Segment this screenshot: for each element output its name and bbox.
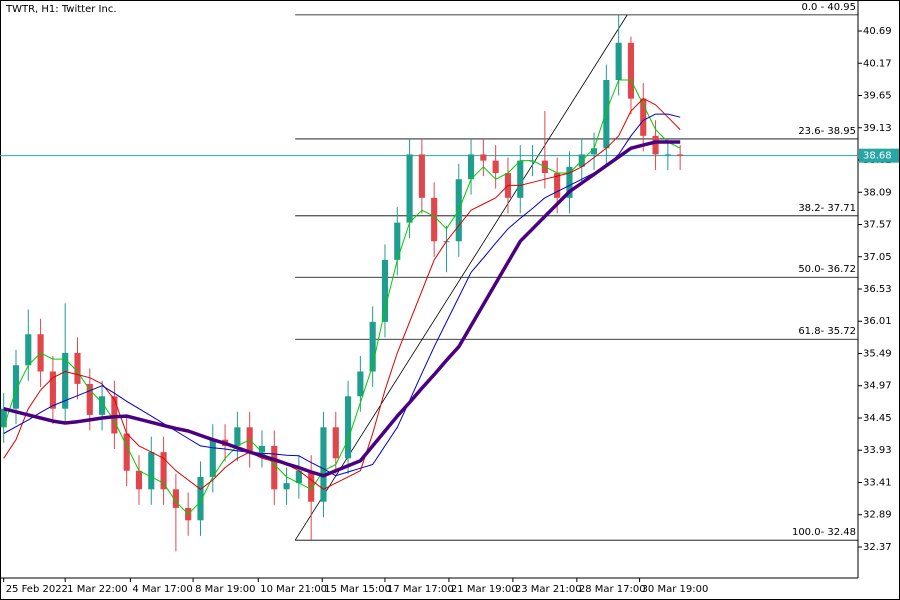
y-tick-label: 33.41 — [863, 477, 892, 488]
candle-body — [123, 433, 130, 471]
y-tick-label: 36.53 — [863, 284, 892, 295]
candle-body — [295, 470, 302, 484]
moving-average — [3, 113, 681, 477]
candle-body — [283, 483, 290, 490]
fibo-label: 0.0 - 40.95 — [802, 2, 857, 13]
candle-body — [234, 427, 241, 446]
x-tick-label: 1 Mar 22:00 — [67, 584, 127, 595]
y-tick-label: 38.09 — [863, 187, 892, 198]
candle-body — [369, 321, 376, 372]
moving-average — [3, 98, 681, 490]
candle-body — [357, 371, 364, 397]
y-tick-label: 39.65 — [863, 91, 892, 102]
moving-average — [3, 140, 681, 478]
candle-body — [172, 489, 179, 508]
fibo-label: 100.0- 32.48 — [792, 527, 856, 538]
candle-body — [406, 154, 413, 223]
x-tick-label: 4 Mar 17:00 — [132, 584, 192, 595]
candle-body — [492, 160, 499, 174]
candle-body — [111, 396, 118, 434]
y-tick-label: 37.57 — [863, 220, 892, 231]
candle-body — [480, 154, 487, 161]
candle-body — [652, 135, 659, 155]
candle-body — [566, 166, 573, 198]
y-tick-label: 40.69 — [863, 26, 892, 37]
candle-body — [258, 445, 266, 453]
candle-body — [209, 439, 216, 477]
candle-body — [603, 80, 610, 149]
candle-body — [418, 154, 425, 198]
candle-body — [344, 396, 352, 459]
x-tick-label: 21 Mar 19:00 — [451, 584, 518, 595]
candle-body — [135, 470, 143, 490]
y-tick-label: 34.45 — [863, 413, 892, 424]
candle-body — [49, 371, 56, 409]
y-tick-label: 32.37 — [863, 542, 892, 553]
fibo-label: 61.8- 35.72 — [798, 326, 856, 337]
candle-body — [664, 154, 671, 156]
candle-body — [0, 408, 7, 428]
y-tick-label: 36.01 — [863, 316, 892, 327]
candle-body — [271, 445, 278, 490]
x-tick-label: 17 Mar 17:00 — [387, 584, 454, 595]
y-tick-label: 39.13 — [863, 123, 892, 134]
candle-body — [160, 452, 167, 490]
y-tick-label: 35.49 — [863, 348, 892, 359]
y-tick-label: 32.89 — [863, 510, 892, 521]
candle-body — [320, 427, 327, 502]
fibo-label: 38.2- 37.71 — [798, 203, 856, 214]
candle-body — [517, 160, 524, 198]
candle-body — [590, 148, 598, 155]
fibo-label: 23.6- 38.95 — [798, 126, 856, 137]
candle-body — [332, 427, 339, 459]
candle-body — [394, 222, 401, 260]
candle-body — [86, 383, 93, 415]
candle-body — [12, 365, 20, 409]
candle-body — [25, 334, 32, 366]
y-tick-label: 34.97 — [863, 381, 892, 392]
candle-body — [74, 352, 81, 384]
x-tick-label: 15 Mar 15:00 — [324, 584, 391, 595]
candle-body — [99, 396, 106, 415]
candle-body — [467, 154, 475, 180]
x-tick-label: 23 Mar 21:00 — [515, 584, 582, 595]
last-price-label: 38.68 — [863, 151, 892, 162]
candle-body — [381, 259, 389, 322]
moving-average — [3, 79, 681, 515]
x-tick-label: 28 Mar 17:00 — [579, 584, 646, 595]
last-price-box — [859, 148, 899, 163]
candle-body — [197, 476, 204, 521]
candle-body — [62, 352, 69, 409]
candle-body — [627, 42, 635, 99]
x-tick-label: 10 Mar 21:00 — [260, 584, 327, 595]
plot-area: 0.0 - 40.95 23.6- 38.95 38.2- 37.71 50.0- 3… — [0, 2, 858, 552]
y-tick-label: 33.93 — [863, 445, 892, 456]
y-tick-label: 37.05 — [863, 252, 892, 263]
candle-body — [677, 154, 684, 156]
candle-body — [148, 452, 155, 490]
chart-title: TWTR, H1: Twitter Inc. — [5, 4, 117, 15]
fibo-label: 50.0- 36.72 — [798, 264, 856, 275]
x-tick-label: 25 Feb 2022 — [6, 584, 68, 595]
x-tick-label: 30 Mar 19:00 — [642, 584, 709, 595]
x-tick-label: 8 Mar 19:00 — [195, 584, 255, 595]
candle-body — [640, 98, 647, 136]
candle-body — [308, 470, 315, 502]
y-tick-label: 40.17 — [863, 58, 892, 69]
candle-body — [554, 173, 561, 198]
candle-body — [431, 197, 438, 242]
candle-body — [615, 42, 622, 81]
